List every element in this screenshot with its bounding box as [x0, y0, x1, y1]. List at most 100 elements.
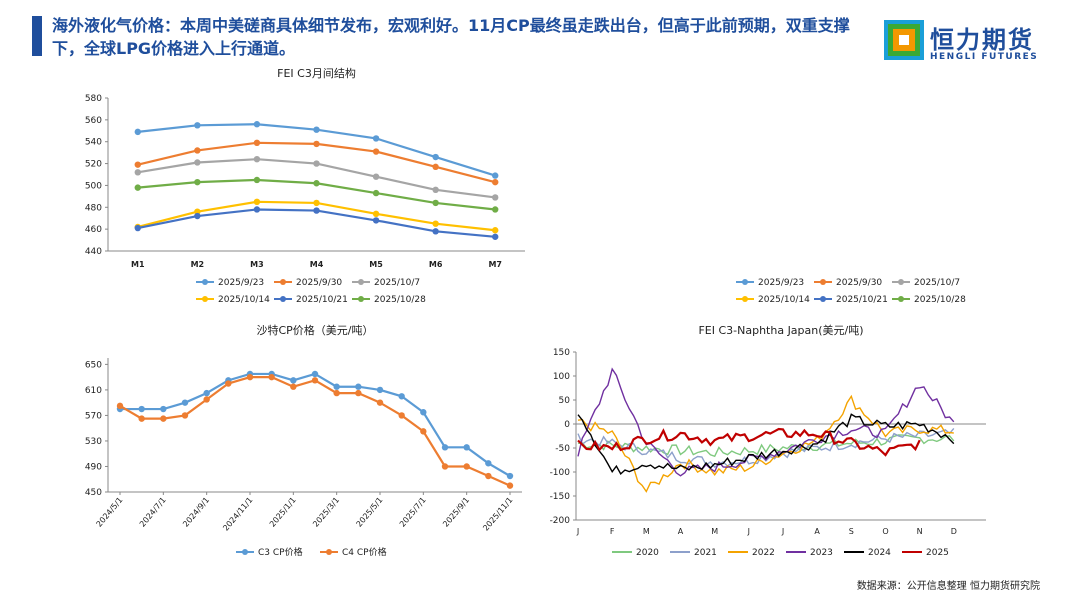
- legend-marker: [280, 296, 286, 302]
- legend-marker: [820, 279, 826, 285]
- x-tick-label: 2025/11/1: [481, 496, 514, 533]
- legend-label: 2025/10/28: [374, 295, 426, 305]
- legend-label: 2025/9/23: [218, 278, 264, 288]
- legend-label: 2025/10/21: [836, 295, 888, 305]
- x-tick-label: 2025/7/1: [398, 496, 428, 529]
- legend-label: 2023: [810, 548, 833, 558]
- data-point: [290, 377, 297, 384]
- data-point: [492, 194, 499, 201]
- logo-mark-icon: [884, 20, 924, 60]
- legend-label: 2025/9/23: [758, 278, 804, 288]
- data-point: [194, 122, 201, 129]
- legend-label: C3 CP价格: [258, 546, 303, 558]
- legend-label: 2025/10/21: [296, 295, 348, 305]
- data-point: [246, 373, 254, 381]
- data-point: [441, 463, 449, 470]
- legend-label: 2025/10/14: [758, 295, 810, 305]
- data-point: [506, 482, 514, 489]
- y-tick-label: 580: [85, 94, 102, 104]
- series-line: [119, 376, 511, 487]
- legend-marker: [358, 279, 364, 285]
- y-tick-label: 150: [553, 348, 570, 358]
- data-point: [138, 405, 145, 413]
- x-tick-label: 2025/3/1: [311, 496, 341, 529]
- x-tick-label: M4: [310, 260, 324, 269]
- x-tick-label: M: [643, 527, 650, 536]
- data-point: [492, 172, 499, 179]
- data-point: [203, 396, 210, 403]
- y-tick-label: 610: [85, 386, 102, 396]
- data-point: [313, 126, 320, 133]
- data-point: [313, 140, 320, 148]
- y-tick-label: 560: [85, 116, 102, 126]
- data-point: [134, 224, 141, 232]
- x-tick-label: A: [814, 527, 820, 536]
- x-tick-label: 2025/1/1: [268, 496, 298, 529]
- data-point: [313, 180, 320, 187]
- legend-label: 2025/10/7: [914, 278, 960, 288]
- data-point: [253, 206, 261, 213]
- data-point: [492, 178, 499, 186]
- data-point: [432, 153, 439, 161]
- x-tick-label: M6: [429, 260, 443, 269]
- legend-marker: [820, 296, 826, 302]
- legend-marker: [898, 279, 904, 285]
- y-tick-label: -150: [550, 492, 571, 502]
- legend-label: 2025/9/30: [836, 278, 882, 288]
- data-point: [181, 412, 189, 419]
- y-tick-label: 490: [85, 462, 102, 472]
- data-point: [432, 186, 439, 193]
- chart-title: FEI C3月间结构: [277, 66, 356, 80]
- data-point: [311, 370, 319, 378]
- x-tick-label: 2025/5/1: [355, 496, 385, 529]
- legend-marker: [358, 296, 364, 302]
- data-point: [372, 135, 380, 142]
- legend-marker: [280, 279, 286, 285]
- data-point: [268, 373, 275, 381]
- data-point: [355, 383, 362, 390]
- y-tick-label: 460: [85, 225, 102, 235]
- y-tick-label: 520: [85, 160, 102, 170]
- data-point: [194, 147, 201, 154]
- data-point: [432, 199, 439, 207]
- legend-marker: [326, 549, 332, 555]
- y-tick-label: 100: [553, 372, 570, 382]
- legend-marker: [242, 549, 248, 555]
- data-point: [492, 227, 499, 234]
- x-tick-label: M: [711, 527, 718, 536]
- chart-title: FEI C3-Naphtha Japan(美元/吨): [698, 324, 863, 337]
- page-title: 海外液化气价格：本周中美磋商具体细节发布，宏观利好。11月CP最终虽走跌出台，但…: [52, 16, 850, 58]
- data-point: [372, 217, 380, 224]
- data-point: [355, 389, 362, 397]
- y-tick-label: 480: [85, 203, 102, 213]
- data-point: [492, 233, 499, 240]
- y-tick-label: 540: [85, 138, 102, 148]
- x-tick-label: N: [917, 527, 923, 536]
- data-point: [463, 444, 470, 451]
- data-point: [420, 428, 427, 435]
- data-point: [485, 472, 492, 480]
- y-tick-label: -50: [555, 444, 570, 454]
- y-tick-label: 650: [85, 360, 102, 370]
- data-point: [253, 139, 261, 147]
- data-point: [398, 393, 405, 400]
- legend-label: C4 CP价格: [342, 546, 387, 558]
- legend-label: 2025/10/14: [218, 295, 270, 305]
- x-tick-label: 2024/11/1: [221, 496, 254, 533]
- data-point: [432, 163, 439, 171]
- x-tick-label: M2: [191, 260, 205, 269]
- data-point: [253, 176, 261, 184]
- data-point: [290, 383, 297, 390]
- legend-marker: [742, 279, 748, 285]
- title-accent-bar: [32, 16, 42, 56]
- x-tick-label: J: [576, 527, 579, 536]
- y-tick-label: 570: [85, 411, 102, 421]
- data-point: [463, 463, 470, 470]
- y-tick-label: -200: [550, 516, 571, 526]
- x-tick-label: O: [882, 527, 888, 536]
- x-tick-label: M5: [369, 260, 383, 269]
- x-tick-label: J: [747, 527, 750, 536]
- data-point: [253, 156, 261, 163]
- data-point: [372, 173, 380, 180]
- data-point: [225, 380, 232, 387]
